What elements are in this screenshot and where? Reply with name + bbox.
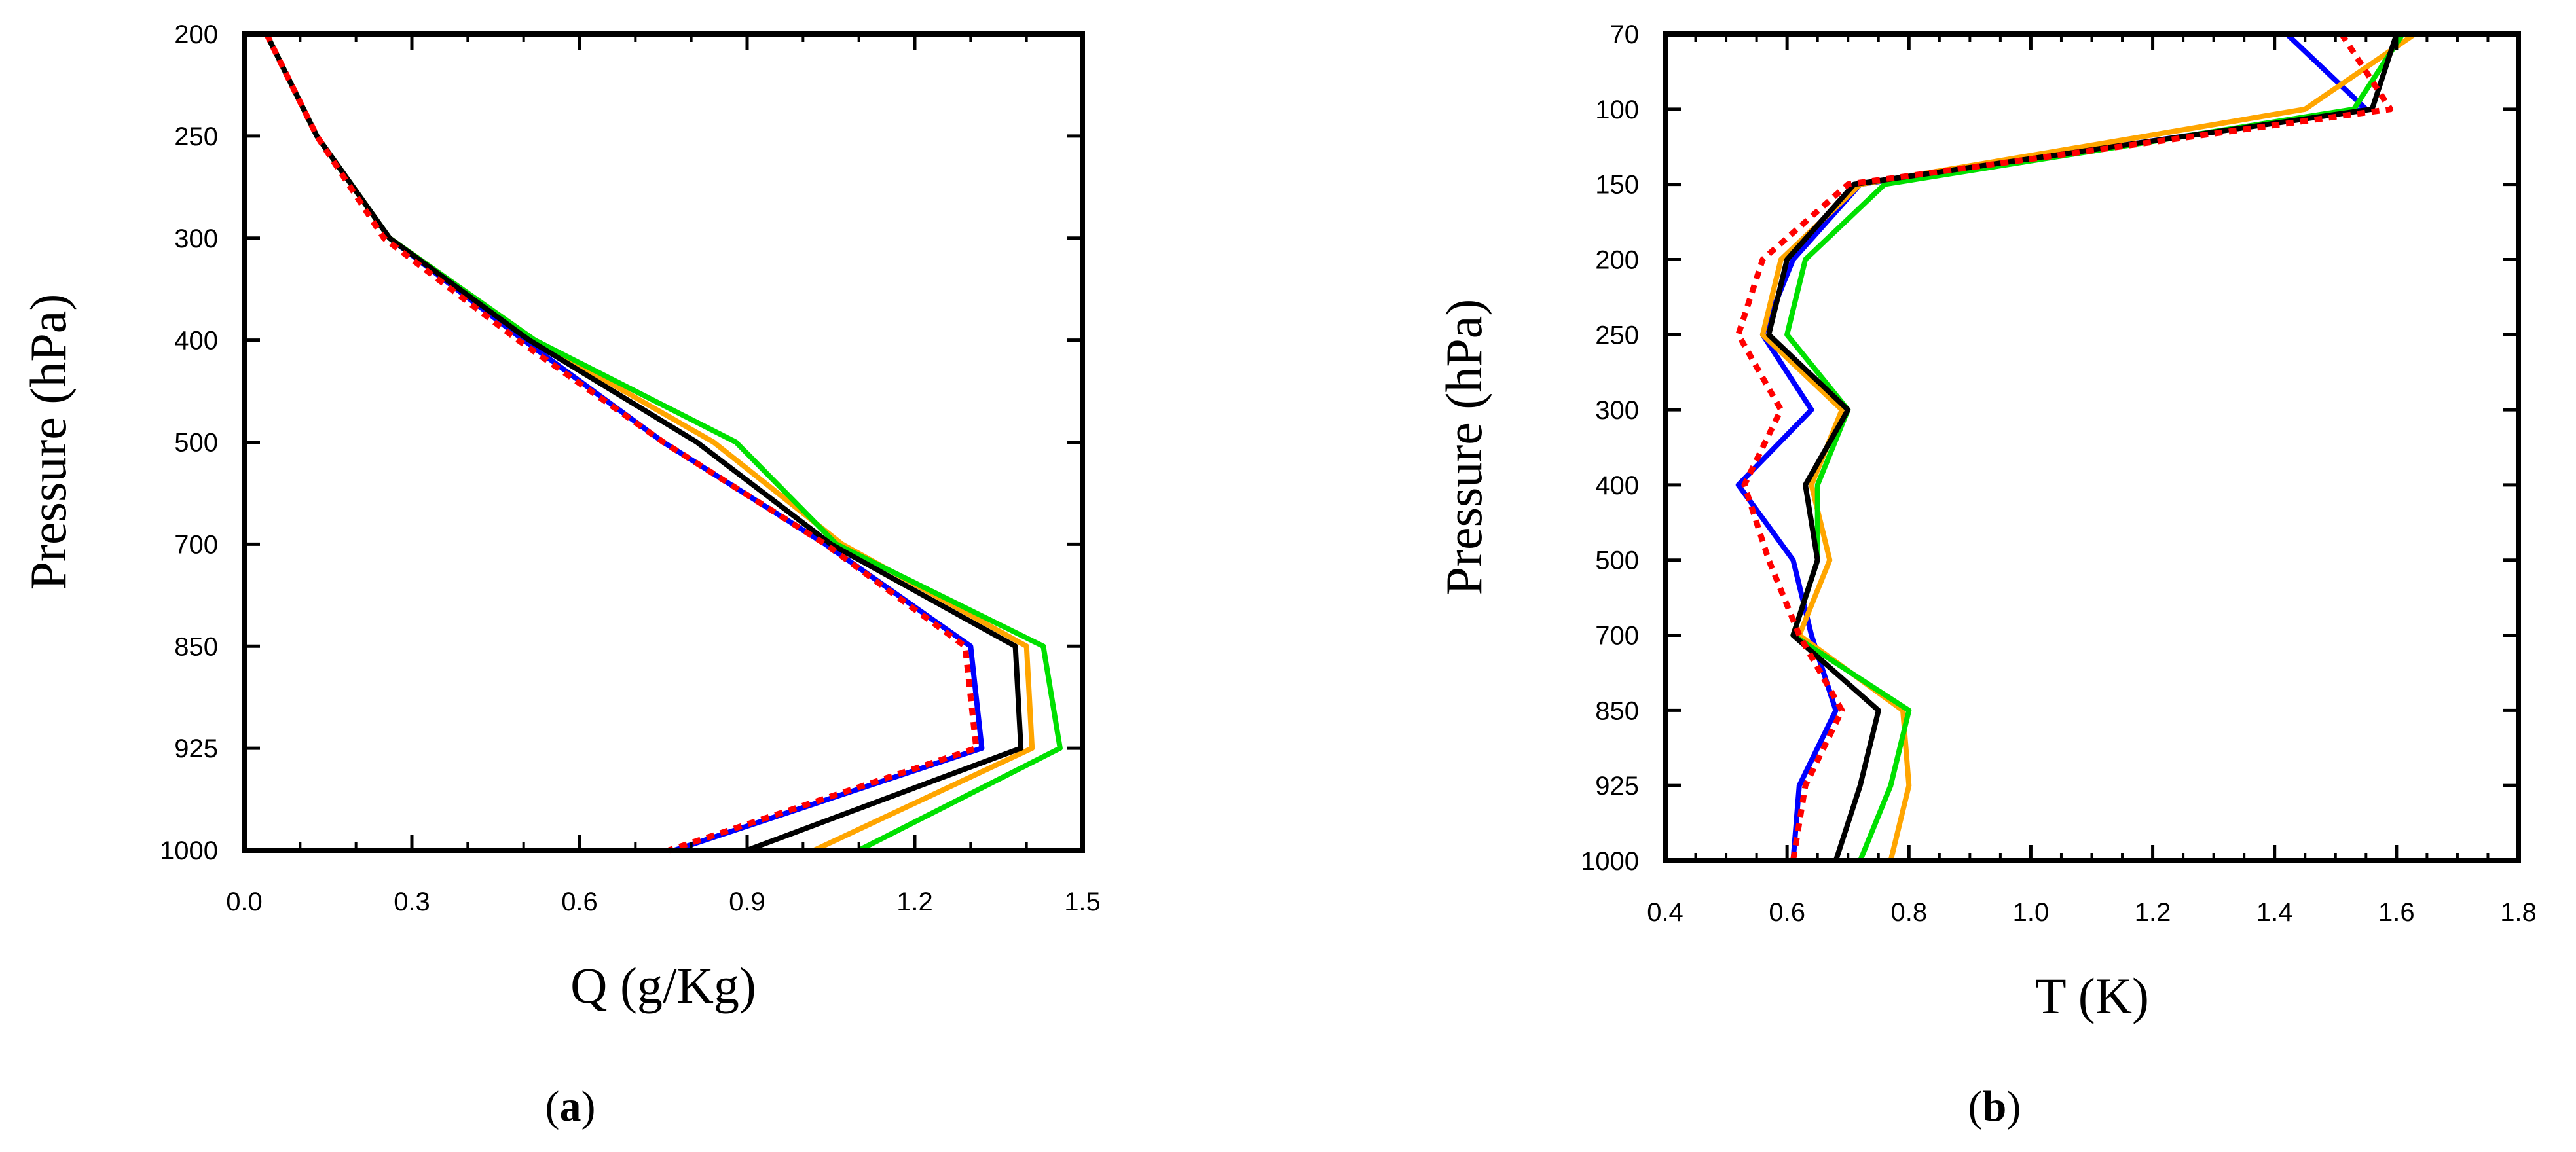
- panel-a-series-group: [264, 33, 1063, 854]
- y-tick-label: 150: [1595, 171, 1639, 200]
- x-tick-label: 0.0: [226, 888, 263, 916]
- y-tick-label: 400: [174, 327, 218, 355]
- series-line-1: [264, 33, 985, 853]
- y-tick-label: 925: [174, 734, 218, 763]
- x-tick-label: 0.4: [1647, 898, 1684, 927]
- panel-b-x-axis-title: T (K): [2035, 967, 2149, 1024]
- panel-a-y-axis-title: Pressure (hPa): [20, 294, 77, 590]
- panel-a-label: (a): [545, 1083, 596, 1130]
- y-tick-label: 1000: [1581, 847, 1639, 876]
- y-tick-label: 300: [1595, 396, 1639, 425]
- panel-a-x-ticks: 0.0 0.3 0.6 0.9 1.2 1.5: [226, 34, 1101, 916]
- y-tick-label: 700: [174, 530, 218, 559]
- y-tick-label: 250: [1595, 321, 1639, 350]
- y-tick-label: 850: [1595, 696, 1639, 725]
- series-line-5: [1735, 32, 2394, 861]
- y-tick-label: 700: [1595, 622, 1639, 651]
- x-tick-label: 1.5: [1064, 888, 1101, 916]
- panel-a-letter: a: [560, 1083, 581, 1130]
- panel-b: 0.4 0.6 0.8 1.0 1.2 1.4 1.6 1.8 70 100 150 200 250 3…: [1435, 20, 2537, 1130]
- x-tick-label: 0.9: [729, 888, 765, 916]
- x-tick-label: 0.8: [1890, 898, 1927, 927]
- panel-b-y-ticks: 70 100 150 200 250 300 400 500 700 850 925 1000: [1581, 20, 2518, 876]
- y-tick-label: 500: [1595, 547, 1639, 575]
- panel-b-plot-frame: [1663, 31, 2521, 863]
- y-tick-label: 1000: [160, 837, 218, 865]
- panel-a: 0.0 0.3 0.6 0.9 1.2 1.5 200 250 300 400 500 700 850…: [20, 20, 1101, 1130]
- y-tick-label: 100: [1595, 96, 1639, 124]
- x-tick-label: 1.0: [2013, 898, 2050, 927]
- panel-b-x-ticks: 0.4 0.6 0.8 1.0 1.2 1.4 1.6 1.8: [1647, 34, 2537, 927]
- x-tick-label: 0.6: [1769, 898, 1805, 927]
- series-line-3: [1784, 32, 2405, 862]
- series-line-2: [264, 33, 1035, 853]
- y-tick-label: 200: [174, 20, 218, 49]
- y-tick-label: 300: [174, 225, 218, 253]
- x-tick-label: 1.8: [2500, 898, 2537, 927]
- series-line-2: [1759, 31, 2417, 861]
- y-tick-label: 400: [1595, 471, 1639, 500]
- y-tick-label: 250: [174, 122, 218, 151]
- panel-b-letter: b: [1983, 1083, 2007, 1130]
- y-tick-label: 925: [1595, 772, 1639, 801]
- panel-a-y-ticks: 200 250 300 400 500 700 850 925 1000: [160, 20, 1082, 865]
- x-tick-label: 1.6: [2378, 898, 2415, 927]
- y-tick-label: 850: [174, 632, 218, 661]
- series-line-4: [264, 33, 1024, 853]
- series-line-5: [264, 33, 980, 854]
- y-tick-label: 70: [1610, 20, 1640, 49]
- x-tick-label: 1.4: [2256, 898, 2293, 927]
- panel-b-series-group: [1735, 31, 2417, 862]
- y-tick-label: 200: [1595, 245, 1639, 274]
- panel-a-x-axis-title: Q (g/Kg): [570, 957, 756, 1014]
- x-tick-label: 1.2: [896, 888, 933, 916]
- x-tick-label: 0.6: [561, 888, 598, 916]
- panel-b-label: (b): [1968, 1083, 2021, 1130]
- panel-b-y-axis-title: Pressure (hPa): [1435, 299, 1492, 596]
- x-tick-label: 0.3: [394, 888, 430, 916]
- series-line-4: [1766, 33, 2399, 862]
- x-tick-label: 1.2: [2135, 898, 2171, 927]
- y-tick-label: 500: [174, 429, 218, 458]
